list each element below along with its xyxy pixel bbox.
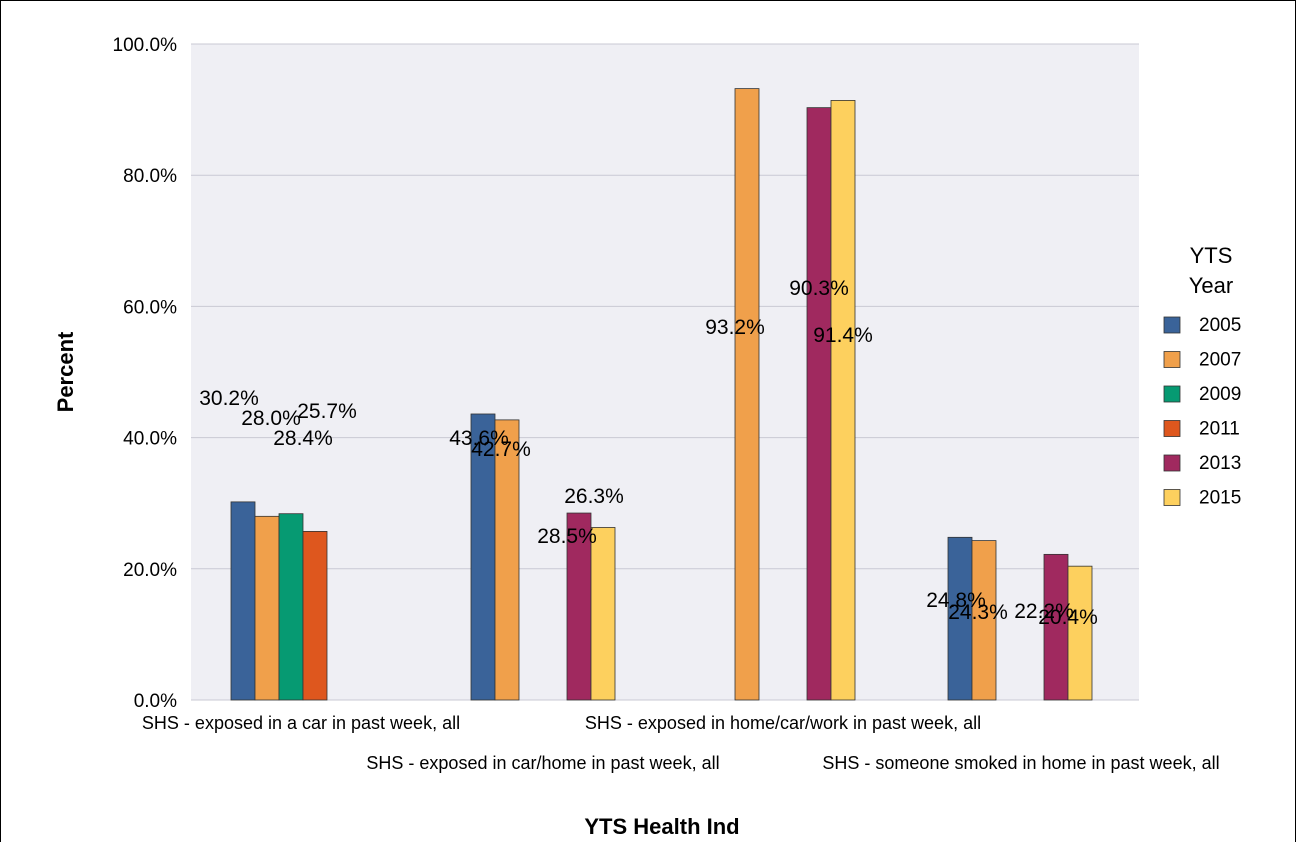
- bar-2007: [254, 515, 280, 701]
- bar-data-label: 20.4%: [1038, 606, 1098, 629]
- legend-swatch-2015: [1163, 489, 1181, 506]
- x-category-label: SHS - someone smoked in home in past wee…: [822, 753, 1219, 773]
- y-axis-ticks: 0.0% 20.0% 40.0% 60.0% 80.0% 100.0%: [113, 35, 178, 712]
- bar-2005: [470, 413, 496, 701]
- x-axis-title: YTS Health Ind: [584, 814, 739, 839]
- x-category-label: SHS - exposed in car/home in past week, …: [366, 753, 719, 773]
- bar-2005: [230, 501, 256, 701]
- bar-data-label: 28.4%: [273, 427, 333, 450]
- legend-swatch-2011: [1163, 420, 1181, 437]
- bars: [230, 88, 1093, 701]
- bar-2015: [1067, 565, 1093, 701]
- y-tick-label: 80.0%: [123, 166, 177, 187]
- bar-data-label: 26.3%: [564, 485, 624, 508]
- legend-swatch-2009: [1163, 385, 1181, 403]
- legend-label-2007: 2007: [1199, 350, 1241, 371]
- legend-label-2009: 2009: [1199, 384, 1241, 405]
- bar-data-label: 93.2%: [705, 316, 765, 339]
- y-tick-label: 60.0%: [123, 297, 177, 318]
- bar-2011: [302, 531, 328, 701]
- bar-2013: [806, 107, 832, 701]
- bar-data-label: 22.2%: [1014, 600, 1074, 623]
- legend: YTS Year 2005 2007 2009 2011 2013 2015: [1163, 243, 1241, 509]
- y-tick-label: 0.0%: [134, 691, 177, 712]
- bar-2009: [278, 513, 304, 701]
- bar-2015: [590, 527, 616, 701]
- y-tick-label: 100.0%: [113, 35, 178, 56]
- bar-data-label: 24.8%: [926, 589, 986, 612]
- bar-2015: [830, 100, 856, 701]
- bar-data-label: 25.7%: [297, 400, 357, 423]
- x-category-label: SHS - exposed in a car in past week, all: [142, 713, 460, 733]
- legend-label-2005: 2005: [1199, 315, 1241, 336]
- bar-data-label: 24.3%: [948, 601, 1008, 624]
- bar-data-label: 30.2%: [199, 387, 259, 410]
- bar-data-label: 90.3%: [789, 277, 849, 300]
- bar-2013: [566, 512, 592, 701]
- bar-data-label: 28.5%: [537, 525, 597, 548]
- bar-data-label: 28.0%: [241, 407, 301, 430]
- legend-swatch-2007: [1163, 351, 1181, 368]
- y-axis-title: Percent: [53, 331, 78, 412]
- legend-label-2011: 2011: [1199, 419, 1240, 440]
- bar-2007: [971, 540, 997, 701]
- legend-title-line-2: Year: [1189, 273, 1233, 298]
- bar-2007: [734, 88, 760, 701]
- legend-label-2015: 2015: [1199, 488, 1241, 509]
- bar-data-label: 43.6%: [449, 427, 509, 450]
- bar-2007: [494, 419, 520, 701]
- legend-swatch-2013: [1163, 454, 1181, 472]
- legend-title-line-1: YTS: [1190, 243, 1233, 268]
- y-tick-label: 40.0%: [123, 429, 177, 450]
- legend-label-2013: 2013: [1199, 453, 1241, 474]
- gridlines: [191, 43, 1139, 701]
- x-category-label: SHS - exposed in home/car/work in past w…: [585, 713, 981, 733]
- bar-data-labels: 30.2%28.0%28.4% 25.7% 43.6%42.7% 28.5% 26.3%…: [199, 277, 1098, 629]
- y-tick-label: 20.0%: [123, 560, 177, 581]
- bar-data-label: 91.4%: [813, 324, 873, 347]
- legend-swatch-2005: [1163, 316, 1181, 334]
- x-axis-category-labels: SHS - exposed in a car in past week, all…: [142, 713, 1220, 773]
- bar-data-label: 42.7%: [471, 438, 531, 461]
